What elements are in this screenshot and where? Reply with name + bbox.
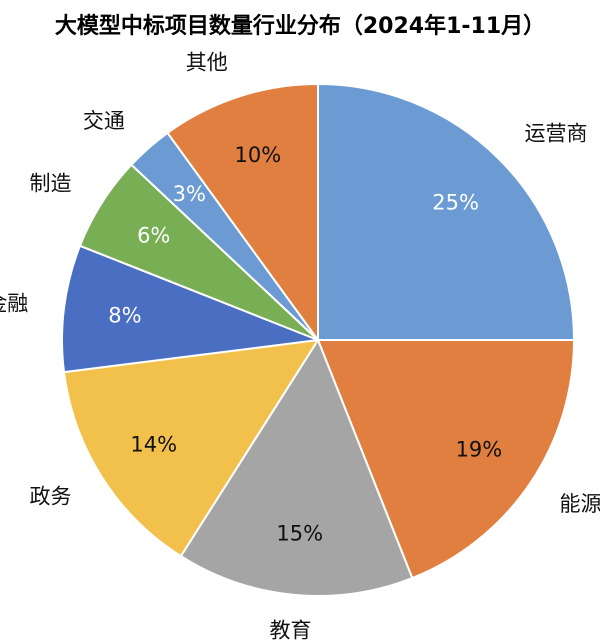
pie-labels: 25% 运营商 19% 能源 15% 教育 14% 政务 8% 金融 6% 制造 3% 交通 10% 其他 bbox=[0, 50, 600, 642]
value-label-2: 15% bbox=[276, 522, 323, 546]
pie-slice-2 bbox=[179, 337, 414, 597]
category-label-3: 政务 bbox=[29, 484, 71, 508]
category-label-5: 制造 bbox=[29, 172, 71, 196]
category-label-2: 教育 bbox=[270, 619, 312, 642]
value-label-3: 14% bbox=[130, 432, 177, 456]
pie-slice-0 bbox=[317, 82, 576, 341]
category-label-7: 其他 bbox=[186, 50, 228, 74]
category-label-0: 运营商 bbox=[524, 122, 587, 146]
value-label-7: 10% bbox=[235, 143, 282, 167]
value-label-1: 19% bbox=[456, 437, 503, 461]
value-label-4: 8% bbox=[108, 304, 141, 328]
pie-slice-7 bbox=[166, 82, 319, 344]
value-label-0: 25% bbox=[432, 190, 479, 214]
value-label-6: 3% bbox=[173, 182, 206, 206]
chart-title: 大模型中标项目数量行业分布（2024年1-11月） bbox=[54, 14, 546, 39]
category-label-1: 能源 bbox=[560, 492, 600, 516]
category-label-4: 金融 bbox=[0, 291, 28, 315]
pie-slice-3 bbox=[62, 338, 320, 558]
value-label-5: 6% bbox=[137, 224, 170, 248]
pie-slice-4 bbox=[61, 244, 319, 374]
pie-slices bbox=[61, 82, 576, 597]
category-label-6: 交通 bbox=[83, 109, 125, 133]
pie-slice-1 bbox=[316, 339, 576, 580]
